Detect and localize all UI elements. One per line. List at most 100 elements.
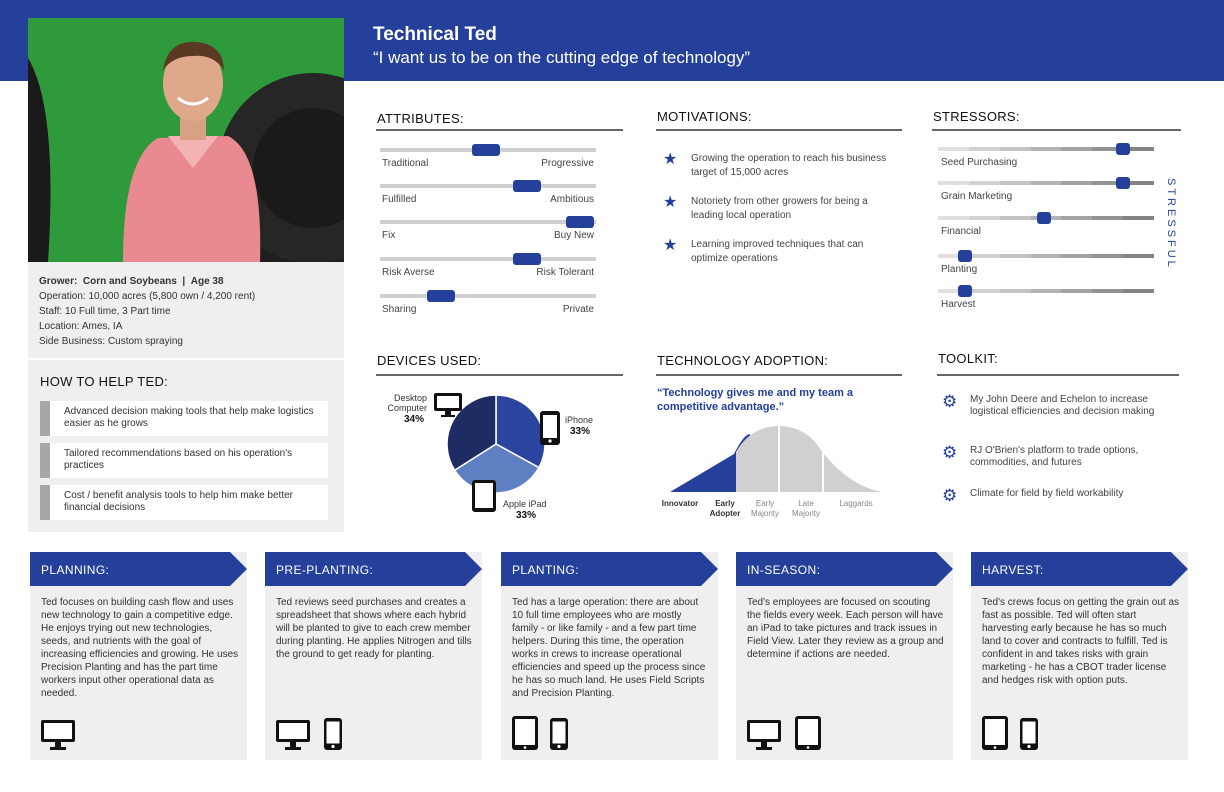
attribute-right-label: Private — [562, 304, 594, 315]
help-item: Advanced decision making tools that help… — [40, 401, 328, 436]
grower-line: Grower: Corn and Soybeans | Age 38 — [39, 276, 224, 287]
label-laggards: Laggards — [839, 499, 873, 508]
desktop-icon — [434, 393, 462, 417]
phone-icon — [323, 717, 343, 756]
desktop-icon — [746, 719, 782, 756]
stressor-knob — [958, 285, 972, 297]
attribute-knob — [427, 290, 455, 302]
stressor-track-segment — [1061, 216, 1093, 220]
stressor-label: Planting — [941, 264, 978, 275]
adoption-title: TECHNOLOGY ADOPTION: — [657, 353, 829, 368]
stressor-label: Seed Purchasing — [941, 157, 1018, 168]
attribute-left-label: Traditional — [382, 158, 429, 169]
stressor-track-segment — [1092, 147, 1124, 151]
pie-pct-ipad: 33% — [516, 510, 537, 521]
label-early-majority: Early Majority — [750, 499, 779, 518]
gear-icon: ⚙ — [942, 486, 958, 505]
toolkit-divider — [937, 374, 1179, 376]
attribute-knob — [472, 144, 500, 156]
stressor-track-segment — [1123, 147, 1155, 151]
stressor-track-segment — [1123, 289, 1155, 293]
help-item: Cost / benefit analysis tools to help hi… — [40, 485, 328, 520]
attribute-track — [380, 220, 596, 224]
stressor-knob — [1116, 177, 1130, 189]
stressor-track-segment — [1061, 147, 1093, 151]
help-item: Tailored recommendations based on his op… — [40, 443, 328, 478]
persona-photo — [28, 18, 344, 262]
attribute-left-label: Fulfilled — [382, 194, 417, 205]
pie-slice — [446, 394, 497, 472]
gear-icon: ⚙ — [942, 392, 958, 411]
motivations-divider — [656, 129, 902, 131]
stressor-track-segment — [938, 289, 970, 293]
attributes-title: ATTRIBUTES: — [377, 111, 464, 126]
stressor-track-segment — [938, 147, 970, 151]
phone-icon — [1019, 717, 1039, 756]
stressor-track-segment — [1030, 254, 1062, 258]
phase-title: PRE-PLANTING: — [276, 563, 374, 577]
stressor-track-segment — [1030, 181, 1062, 185]
pie-label-ipad: Apple iPad — [503, 499, 547, 509]
phase-header: PLANTING: — [501, 552, 718, 586]
tablet-icon — [981, 715, 1009, 756]
stressor-track-segment — [1092, 289, 1124, 293]
tablet-icon — [794, 715, 822, 756]
location-line: Location: Ames, IA — [39, 321, 123, 332]
attribute-left-label: Sharing — [382, 304, 417, 315]
stressor-track-segment — [999, 254, 1032, 258]
stressor-track-segment — [1123, 216, 1155, 220]
star-icon: ★ — [663, 151, 678, 168]
star-icon: ★ — [663, 237, 678, 254]
stressor-knob — [1116, 143, 1130, 155]
label-late-majority: Late Majority — [791, 499, 820, 518]
phase-title: IN-SEASON: — [747, 563, 821, 577]
desktop-icon — [40, 719, 76, 756]
pie-label-desktop: Desktop Computer — [387, 393, 427, 413]
stressor-knob — [958, 250, 972, 262]
stressors-title: STRESSORS: — [933, 109, 1020, 124]
how-to-help-panel: HOW TO HELP TED: Advanced decision makin… — [28, 358, 344, 532]
tablet-icon — [511, 715, 539, 756]
stressors-divider — [932, 129, 1181, 131]
how-to-help-title: HOW TO HELP TED: — [40, 374, 169, 389]
stressor-track-segment — [968, 289, 1001, 293]
phase-card: PLANNING: Ted focuses on building cash fl… — [30, 552, 247, 760]
adoption-bell-curve — [670, 426, 882, 492]
label-early-adopter: Early Adopter — [709, 499, 741, 518]
stressor-track-segment — [938, 216, 970, 220]
motivations-title: MOTIVATIONS: — [657, 109, 752, 124]
staff-line: Staff: 10 Full time, 3 Part time — [39, 306, 171, 317]
attribute-knob — [513, 253, 541, 265]
attribute-right-label: Progressive — [541, 158, 594, 169]
persona-title: Technical Ted — [373, 24, 497, 45]
phase-header: PLANNING: — [30, 552, 247, 586]
phase-title: PLANNING: — [41, 563, 110, 577]
phase-card: PRE-PLANTING: Ted reviews seed purchases … — [265, 552, 482, 760]
stressor-track-segment — [1123, 254, 1155, 258]
phase-description: Ted focuses on building cash flow and us… — [41, 597, 239, 699]
stressor-track-segment — [968, 216, 1001, 220]
stressor-track-segment — [1061, 181, 1093, 185]
phase-card: IN-SEASON: Ted's employees are focused on… — [736, 552, 953, 760]
phase-card: PLANTING: Ted has a large operation: ther… — [501, 552, 718, 760]
stressor-track-segment — [938, 181, 970, 185]
attribute-track — [380, 294, 596, 298]
devices-title: DEVICES USED: — [377, 353, 482, 368]
toolkit-title: TOOLKIT: — [938, 351, 998, 366]
phase-header: IN-SEASON: — [736, 552, 953, 586]
stressor-track-segment — [1061, 254, 1093, 258]
stressor-track-segment — [999, 289, 1032, 293]
attribute-track — [380, 184, 596, 188]
adoption-quote: “Technology gives me and my team a compe… — [657, 387, 854, 413]
stressor-knob — [1037, 212, 1051, 224]
phase-description: Ted reviews seed purchases and creates a… — [276, 597, 472, 660]
stressor-label: Financial — [941, 226, 982, 237]
stressor-track-segment — [999, 147, 1032, 151]
pie-slice — [495, 394, 546, 469]
pie-pct-iphone: 33% — [570, 426, 591, 437]
phone-icon — [540, 411, 560, 445]
stressor-track-segment — [999, 216, 1032, 220]
phase-header: PRE-PLANTING: — [265, 552, 482, 586]
stressful-label: STRESSFUL — [1165, 178, 1177, 270]
attribute-right-label: Risk Tolerant — [536, 267, 594, 278]
